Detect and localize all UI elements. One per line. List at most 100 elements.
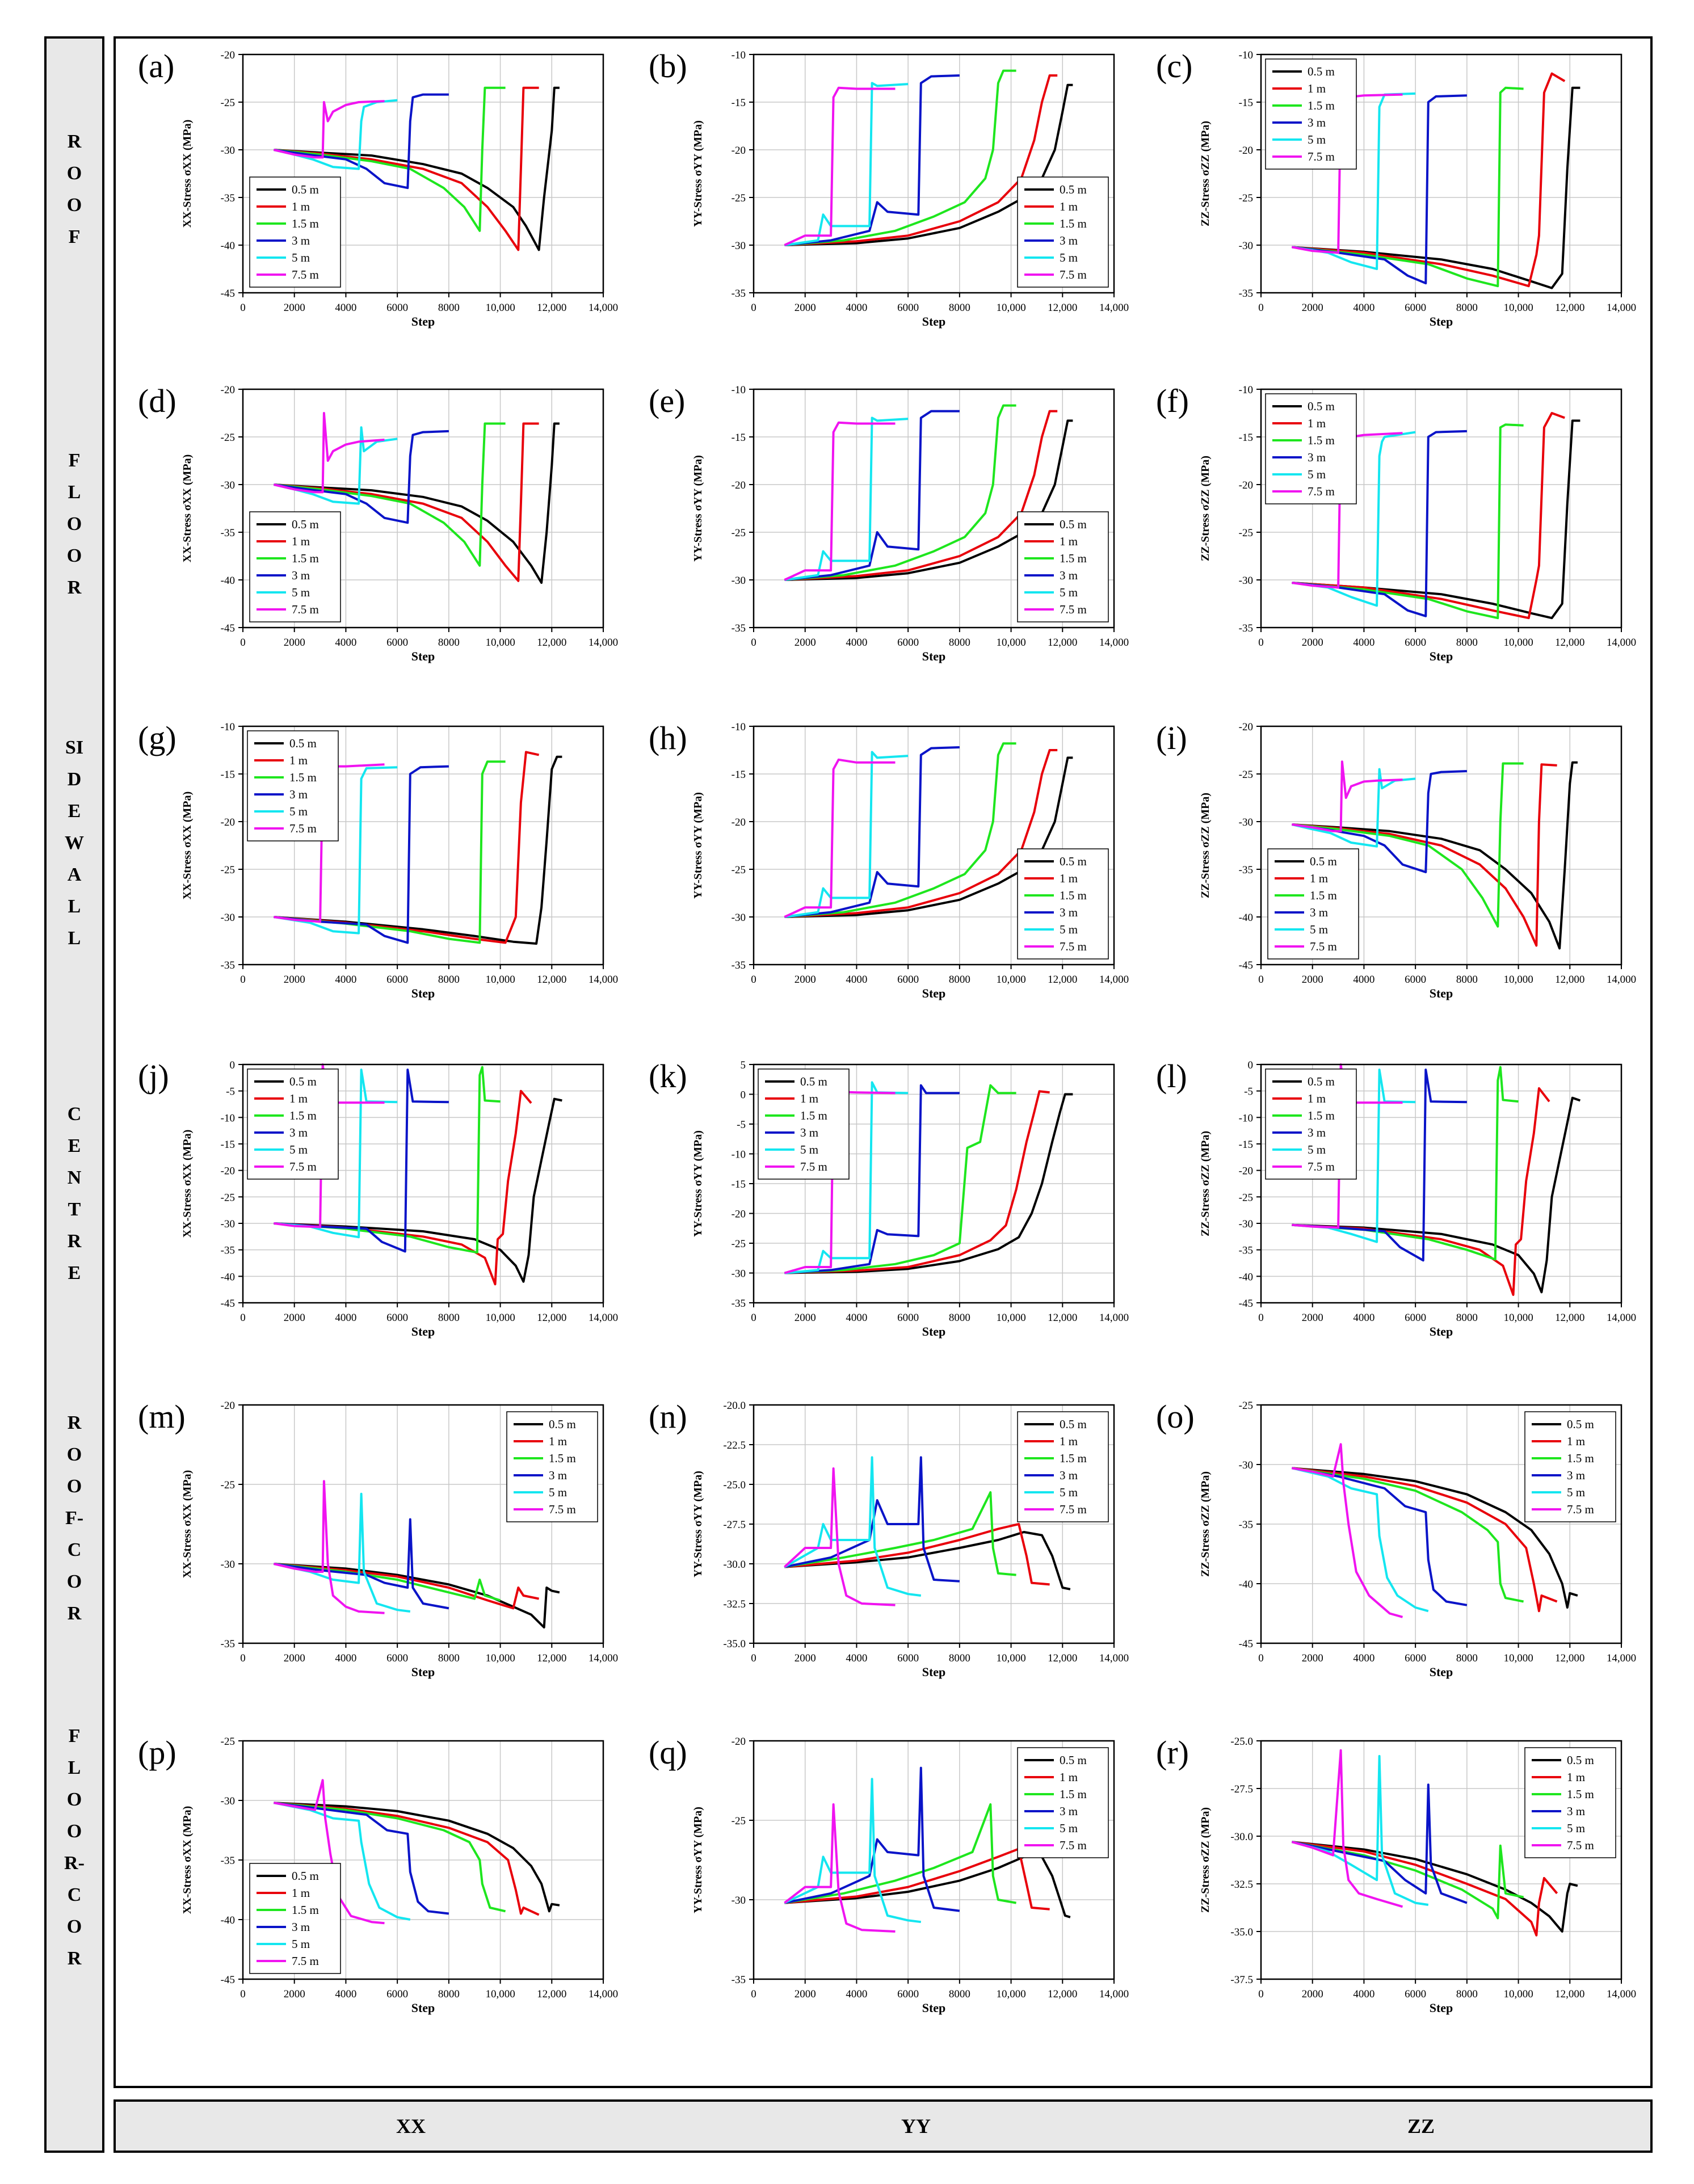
y-axis-label: YY-Stress σYY (MPa) — [692, 1130, 704, 1237]
y-tick-label: -35 — [1239, 288, 1253, 300]
legend-entry: 7.5 m — [292, 1954, 319, 1968]
legend-entry: 1 m — [1567, 1770, 1585, 1784]
x-tick-label: 4000 — [1353, 1988, 1374, 2000]
panel-label: (l) — [1156, 1058, 1187, 1095]
y-tick-label: -45 — [221, 1974, 235, 1986]
x-tick-label: 6000 — [897, 1312, 919, 1324]
y-axis-label: XX-Stress σXX (MPa) — [181, 455, 194, 562]
legend-entry: 5 m — [1060, 251, 1078, 264]
y-tick-label: -15 — [732, 1179, 746, 1190]
y-tick-label: -20.0 — [723, 1400, 746, 1412]
y-tick-label: -37.5 — [1230, 1974, 1253, 1986]
series-line — [1291, 1467, 1429, 1613]
x-tick-label: 2000 — [1302, 637, 1323, 649]
y-axis-label: ZZ-Stress σZZ (MPa) — [1199, 793, 1212, 898]
series-line — [784, 404, 1016, 581]
legend-entry: 1 m — [1060, 872, 1078, 885]
legend-entry: 0.5 m — [1567, 1753, 1594, 1767]
x-tick-label: 2000 — [284, 1652, 305, 1664]
panel-label: (k) — [649, 1058, 687, 1095]
legend-entry: 5 m — [292, 1937, 310, 1951]
series-line — [1292, 419, 1580, 620]
series-line — [1292, 1841, 1558, 1937]
legend-entry: 7.5 m — [1060, 1838, 1087, 1852]
legend-entry: 3 m — [289, 788, 308, 801]
plot-frame — [242, 1404, 604, 1644]
legend-entry: 7.5 m — [1060, 603, 1087, 616]
legend: 0.5 m 1 m 1.5 m 3 m 5 m 7.5 m — [1265, 393, 1357, 504]
x-tick-label: 0 — [240, 1312, 246, 1324]
y-tick-label: -25.0 — [723, 1479, 746, 1491]
legend-box — [249, 1863, 341, 1974]
legend-entry: 3 m — [549, 1468, 567, 1482]
x-tick-label: 14,000 — [1099, 637, 1129, 649]
x-tick-label: 0 — [1258, 1312, 1264, 1324]
x-tick-label: 10,000 — [485, 974, 515, 986]
legend: 0.5 m 1 m 1.5 m 3 m 5 m 7.5 m — [758, 1068, 850, 1180]
x-tick-label: 4000 — [846, 302, 867, 314]
series-line — [274, 86, 506, 232]
y-tick-label: -35 — [1239, 622, 1253, 634]
chart-panel: (c) 0 2000 4000 6000 8000 10,000 12,000 14,000 -3… — [1156, 48, 1636, 329]
legend-entry: 7.5 m — [289, 1160, 317, 1173]
series-line — [1292, 770, 1467, 873]
y-tick-label: -15 — [221, 1139, 235, 1151]
series-line — [1292, 423, 1524, 620]
y-tick-label: -40 — [1239, 1271, 1253, 1283]
legend-entry: 1.5 m — [1567, 1451, 1594, 1465]
series-line — [274, 1089, 532, 1286]
y-tick-label: -30 — [221, 145, 235, 157]
series-line — [1292, 86, 1524, 288]
y-tick-label: 5 — [741, 1059, 746, 1071]
column-label: XX — [396, 2115, 426, 2137]
x-tick-label: 10,000 — [485, 302, 515, 314]
legend-entry: 3 m — [292, 1920, 310, 1934]
legend-entry: 1 m — [292, 535, 310, 548]
y-tick-label: -20 — [732, 817, 746, 828]
x-tick-label: 4000 — [335, 1312, 356, 1324]
x-tick-label: 14,000 — [1099, 1312, 1129, 1324]
y-axis-label: XX-Stress σXX (MPa) — [181, 1806, 194, 1914]
y-tick-label: -30 — [732, 1895, 746, 1907]
x-tick-label: 2000 — [795, 637, 816, 649]
x-tick-label: 8000 — [949, 1988, 970, 2000]
x-tick-label: 2000 — [795, 1988, 816, 2000]
panel-label: (n) — [649, 1398, 687, 1435]
legend-entry: 1.5 m — [549, 1451, 576, 1465]
y-tick-label: -45 — [1239, 1298, 1253, 1310]
legend-entry: 1 m — [289, 1092, 308, 1105]
legend-entry: 5 m — [1308, 468, 1326, 481]
panel-label: (r) — [1156, 1734, 1189, 1771]
y-tick-label: -30 — [221, 912, 235, 924]
y-tick-label: -35 — [221, 527, 235, 539]
series-line — [274, 422, 539, 582]
y-tick-label: -30.0 — [723, 1559, 746, 1571]
x-tick-label: 10,000 — [485, 1312, 515, 1324]
y-tick-label: -40 — [221, 1914, 235, 1926]
legend-entry: 1.5 m — [1060, 1451, 1087, 1465]
y-tick-label: -25 — [732, 192, 746, 204]
series-line — [274, 755, 562, 945]
x-tick-label: 14,000 — [1099, 1652, 1129, 1664]
y-tick-label: -35.0 — [723, 1638, 746, 1650]
row-label: SIDEWALL — [65, 737, 84, 949]
x-tick-label: 0 — [240, 1988, 246, 2000]
legend: 0.5 m 1 m 1.5 m 3 m 5 m 7.5 m — [1524, 1747, 1616, 1858]
y-tick-label: -10 — [1239, 1112, 1253, 1124]
series-line — [1292, 1467, 1524, 1603]
legend-entry: 3 m — [1308, 451, 1326, 464]
y-tick-label: -30 — [1239, 1459, 1253, 1471]
legend-entry: 3 m — [1567, 1468, 1585, 1482]
y-tick-label: -10 — [732, 384, 746, 396]
chart-panel: (g) 0 2000 4000 6000 8000 10,000 12,000 14,000 -3… — [138, 719, 618, 1000]
legend-entry: 1.5 m — [1567, 1787, 1594, 1801]
x-axis-label: Step — [922, 1324, 946, 1339]
legend-entry: 5 m — [289, 805, 308, 818]
x-tick-label: 14,000 — [1099, 974, 1129, 986]
x-tick-label: 4000 — [335, 1652, 356, 1664]
legend-entry: 1.5 m — [1060, 217, 1087, 230]
series-line — [784, 416, 909, 581]
y-tick-label: -35 — [732, 1298, 746, 1310]
legend-entry: 1 m — [1060, 1434, 1078, 1448]
y-tick-label: -25 — [1239, 1192, 1253, 1203]
